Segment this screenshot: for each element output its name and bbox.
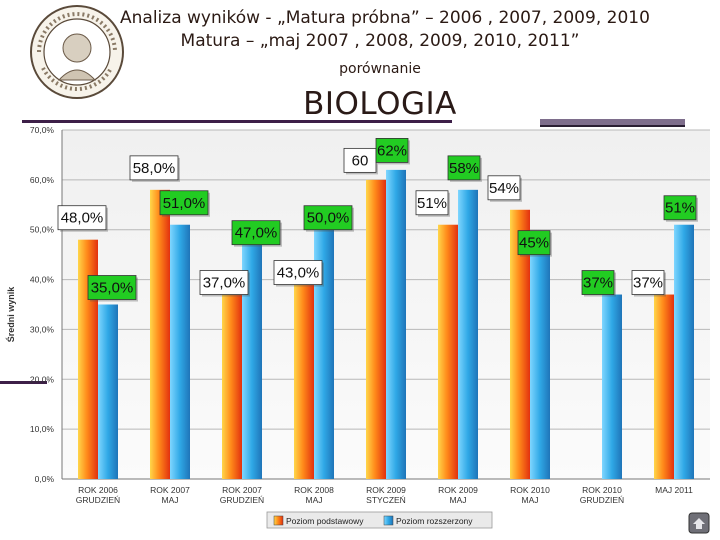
data-label-rozszerzony: 58% bbox=[449, 160, 479, 177]
x-tick-label: ROK 2010 bbox=[510, 485, 550, 495]
data-label-rozszerzony-box bbox=[517, 230, 551, 256]
data-label-rozszerzony: 62% bbox=[377, 142, 407, 159]
bar-poziom-rozszerzony bbox=[314, 229, 334, 479]
data-label-rozszerzony: 35,0% bbox=[91, 280, 134, 297]
bar-poziom-podstawowy bbox=[438, 224, 458, 479]
x-tick-label: ROK 2006 bbox=[78, 485, 118, 495]
x-tick-label: MAJ bbox=[522, 495, 539, 505]
data-label-podstawowy: 58,0% bbox=[133, 160, 176, 177]
x-tick-label: ROK 2010 bbox=[582, 485, 622, 495]
bar-poziom-rozszerzony bbox=[530, 254, 550, 479]
y-tick-label: 50,0% bbox=[30, 225, 55, 235]
legend-frame bbox=[266, 511, 493, 529]
bar-poziom-rozszerzony bbox=[674, 224, 694, 479]
y-tick-label: 10,0% bbox=[30, 424, 55, 434]
slide-header: Analiza wyników - „Matura próbna” – 2006… bbox=[0, 0, 720, 127]
data-label-rozszerzony-box bbox=[231, 220, 281, 246]
bar-poziom-podstawowy bbox=[294, 264, 314, 479]
x-tick-label: ROK 2009 bbox=[366, 485, 406, 495]
bar-poziom-rozszerzony bbox=[242, 244, 262, 479]
bar-poziom-podstawowy bbox=[222, 294, 242, 479]
y-tick-label: 0,0% bbox=[35, 474, 55, 484]
x-tick-label: MAJ bbox=[450, 495, 467, 505]
x-tick-label: MAJ 2011 bbox=[655, 485, 693, 495]
data-label-podstawowy-box bbox=[631, 270, 665, 295]
x-tick-label: MAJ bbox=[162, 495, 179, 505]
bar-poziom-podstawowy bbox=[510, 209, 530, 479]
data-label-podstawowy-box bbox=[415, 190, 449, 216]
x-tick-label: ROK 2007 bbox=[150, 485, 190, 495]
y-tick-label: 20,0% bbox=[30, 374, 55, 384]
data-label-podstawowy: 48,0% bbox=[61, 210, 104, 227]
data-label-rozszerzony: 50,0% bbox=[307, 210, 350, 227]
x-tick-label: ROK 2009 bbox=[438, 485, 478, 495]
school-seal-icon bbox=[30, 5, 124, 99]
title-line-1: Analiza wyników - „Matura próbna” – 2006… bbox=[120, 8, 650, 28]
data-label-rozszerzony-box bbox=[447, 155, 481, 181]
data-label-podstawowy: 51% bbox=[417, 195, 447, 212]
y-tick-label: 30,0% bbox=[30, 324, 55, 334]
y-tick-label: 70,0% bbox=[30, 125, 55, 135]
x-tick-label: MAJ bbox=[306, 495, 323, 505]
side-rule bbox=[0, 381, 47, 384]
data-label-rozszerzony-box bbox=[663, 195, 697, 221]
data-label-rozszerzony: 51,0% bbox=[163, 195, 206, 212]
data-label-rozszerzony-box bbox=[581, 270, 615, 295]
data-label-podstawowy-box bbox=[273, 260, 323, 285]
y-tick-label: 60,0% bbox=[30, 175, 55, 185]
data-label-podstawowy: 54% bbox=[489, 180, 519, 197]
data-label-podstawowy-box bbox=[57, 205, 107, 231]
subtitle: porównanie bbox=[339, 61, 421, 77]
x-tick-label: GRUDZIEŃ bbox=[220, 495, 264, 505]
data-label-rozszerzony: 37% bbox=[583, 275, 613, 292]
bar-poziom-podstawowy bbox=[654, 294, 674, 479]
bar-poziom-podstawowy bbox=[150, 189, 170, 479]
title-rule-right-line bbox=[540, 125, 685, 127]
bar-chart: 0,0% 10,0% 20,0% 30,0% 40,0% 50,0% 60,0% 70,0% Ś… bbox=[5, 125, 710, 529]
data-label-podstawowy-box bbox=[199, 270, 249, 295]
data-label-podstawowy-box bbox=[343, 147, 377, 173]
legend-label-rozszerzony: Poziom rozszerzony bbox=[396, 516, 473, 526]
legend-swatch-rozszerzony bbox=[383, 515, 394, 526]
title-rule-left bbox=[22, 120, 452, 123]
x-tick-label: GRUDZIEŃ bbox=[580, 495, 624, 505]
data-label-rozszerzony: 47,0% bbox=[235, 225, 278, 242]
x-tick-label: GRUDZIEŃ bbox=[76, 495, 120, 505]
y-tick-label: 40,0% bbox=[30, 275, 55, 285]
legend-swatch-podstawowy bbox=[273, 515, 284, 526]
bar-poziom-podstawowy bbox=[366, 179, 386, 479]
bar-poziom-rozszerzony bbox=[386, 169, 406, 479]
x-tick-label: ROK 2008 bbox=[294, 485, 334, 495]
data-label-podstawowy: 43,0% bbox=[277, 265, 320, 282]
navigation-icon[interactable] bbox=[688, 512, 710, 534]
title-line-2: Matura – „maj 2007 , 2008, 2009, 2010, 2… bbox=[180, 31, 580, 51]
bar-poziom-rozszerzony bbox=[602, 294, 622, 479]
data-label-podstawowy-box bbox=[129, 155, 179, 181]
data-label-rozszerzony-box bbox=[87, 275, 137, 300]
data-label-rozszerzony-box bbox=[303, 205, 353, 231]
y-axis-label: Średni wynik bbox=[5, 286, 16, 343]
data-label-podstawowy-box bbox=[487, 175, 521, 201]
title-rule-right bbox=[540, 119, 685, 125]
data-label-rozszerzony-box bbox=[159, 190, 209, 216]
subject-title: BIOLOGIA bbox=[303, 86, 457, 122]
data-label-podstawowy: 37% bbox=[633, 275, 663, 292]
data-label-rozszerzony: 51% bbox=[665, 200, 695, 217]
data-label-podstawowy: 37,0% bbox=[203, 275, 246, 292]
bar-poziom-rozszerzony bbox=[458, 189, 478, 479]
x-tick-label: ROK 2007 bbox=[222, 485, 262, 495]
x-tick-label: STYCZEŃ bbox=[366, 495, 406, 505]
data-label-rozszerzony: 45% bbox=[519, 235, 549, 252]
legend-label-podstawowy: Poziom podstawowy bbox=[286, 516, 364, 526]
data-label-rozszerzony-box bbox=[375, 138, 409, 163]
bar-poziom-rozszerzony bbox=[98, 304, 118, 479]
bar-poziom-rozszerzony bbox=[170, 224, 190, 479]
data-label-podstawowy: 60 bbox=[352, 152, 369, 169]
